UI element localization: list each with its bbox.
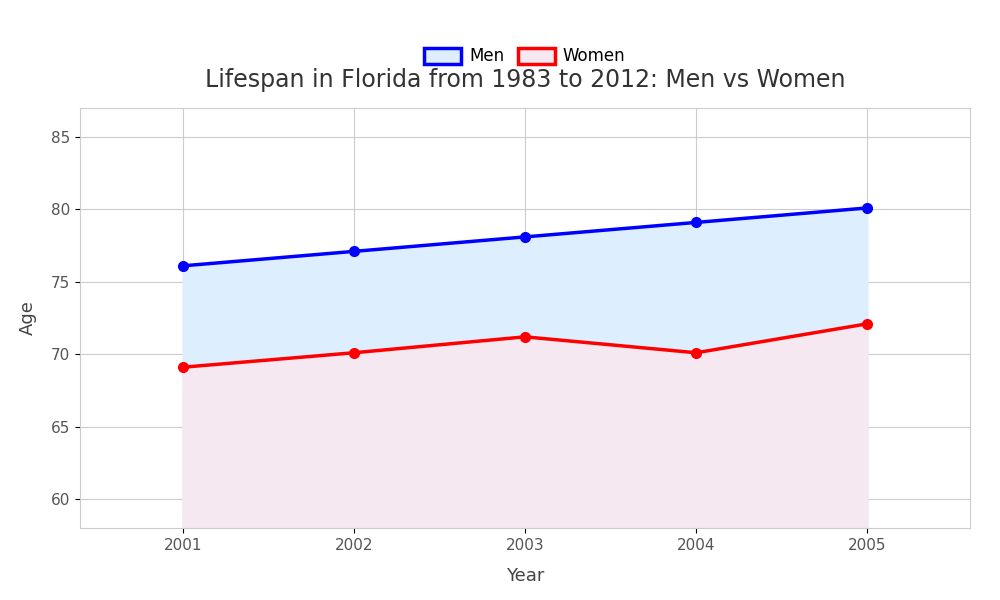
Women (861, 320, 873, 328)
X-axis label: Year: Year (506, 566, 544, 584)
Men (348, 248, 360, 255)
Line: Women: Women (178, 319, 872, 372)
Y-axis label: Age: Age (19, 301, 37, 335)
Men (177, 262, 189, 269)
Legend: Men, Women: Men, Women (418, 41, 632, 72)
Line: Men: Men (178, 203, 872, 271)
Men (690, 219, 702, 226)
Men (519, 233, 531, 241)
Title: Lifespan in Florida from 1983 to 2012: Men vs Women: Lifespan in Florida from 1983 to 2012: M… (205, 68, 845, 92)
Women (348, 349, 360, 356)
Women (519, 333, 531, 340)
Men (861, 205, 873, 212)
Women (690, 349, 702, 356)
Women (177, 364, 189, 371)
